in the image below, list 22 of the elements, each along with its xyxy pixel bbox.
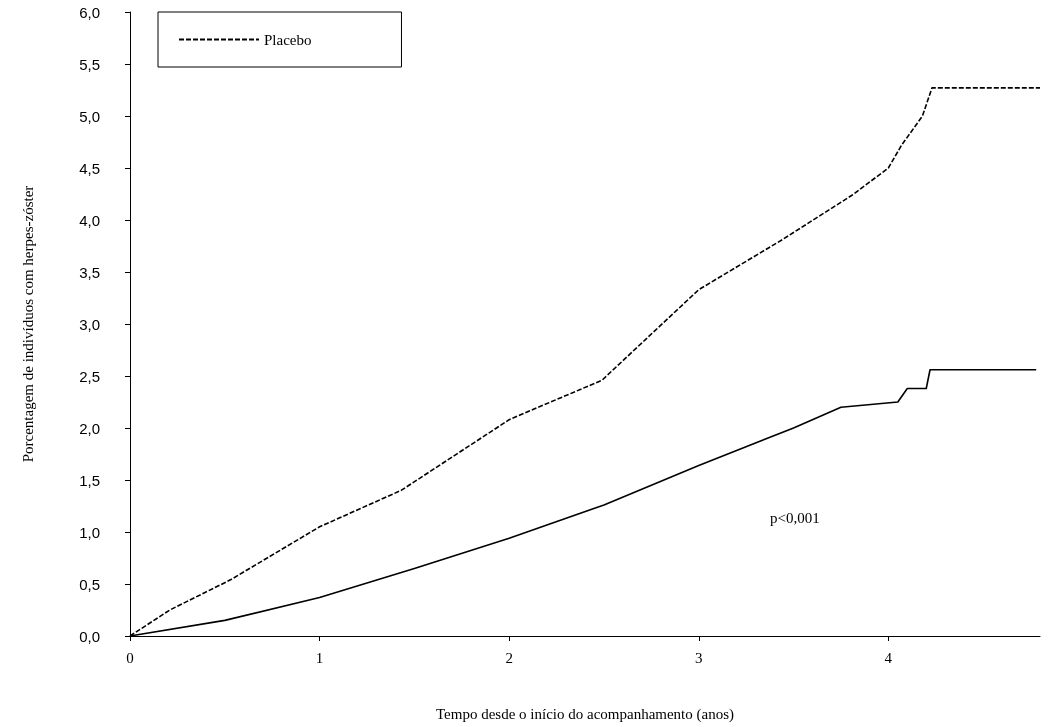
y-tick-label: 1,0	[79, 523, 100, 541]
x-tick-label: 1	[315, 649, 324, 666]
x-tick-label: 2	[505, 649, 513, 666]
y-tick-label: 6,0	[79, 3, 100, 21]
y-tick-label: 4,0	[79, 211, 100, 229]
x-tick-label: 0	[126, 649, 134, 666]
text: Placebo	[264, 31, 312, 48]
y-tick-label: 2,0	[79, 419, 100, 437]
y-tick-label: 5,5	[79, 55, 100, 73]
x-axis-title: Tempo desde o início do acompanhamento (anos)	[435, 705, 735, 723]
y-tick-label: 4,5	[79, 159, 100, 177]
y-tick-label: 2,5	[79, 367, 100, 385]
y-tick-label: 1,5	[79, 471, 100, 489]
y-axis-title: Porcentagem de indivíduos com herpes-zóster	[19, 185, 36, 463]
y-tick-label: 0,5	[79, 575, 100, 593]
x-tick-label: 3	[695, 649, 703, 666]
y-tick-label: 0,0	[79, 627, 100, 645]
y-tick-label: 3,0	[79, 315, 100, 333]
y-tick-label: 5,0	[79, 107, 100, 125]
y-tick-label: 3,5	[79, 263, 100, 281]
x-tick-label: 4	[884, 649, 893, 666]
annotation: p<0,001	[770, 509, 820, 526]
